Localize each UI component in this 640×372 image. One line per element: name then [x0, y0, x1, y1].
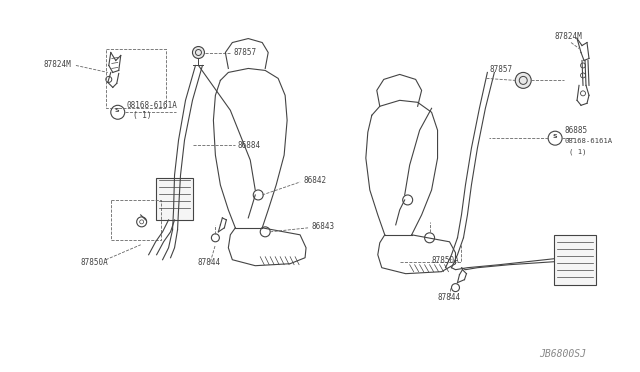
Text: 86842: 86842	[303, 176, 326, 185]
Text: S: S	[552, 134, 557, 139]
Text: JB6800SJ: JB6800SJ	[539, 349, 586, 359]
Text: 87844: 87844	[438, 292, 461, 302]
Text: 87857: 87857	[234, 48, 257, 58]
Text: 08168-6161A: 08168-6161A	[564, 138, 612, 144]
Text: S: S	[115, 108, 120, 113]
Text: 08168-6161A: 08168-6161A	[127, 101, 177, 110]
Circle shape	[193, 46, 204, 58]
Text: 87850A: 87850A	[431, 256, 460, 265]
Text: 86884: 86884	[237, 141, 260, 150]
Text: 87824M: 87824M	[554, 32, 582, 41]
Text: ( 1): ( 1)	[569, 148, 587, 155]
Text: 87857: 87857	[490, 65, 513, 74]
Text: 86885: 86885	[564, 126, 588, 135]
Text: 86843: 86843	[311, 222, 334, 231]
Bar	[554, 235, 596, 285]
Text: 87824M: 87824M	[43, 60, 71, 70]
Text: 87850A: 87850A	[81, 258, 109, 267]
Circle shape	[515, 73, 531, 89]
Text: ( 1): ( 1)	[132, 111, 151, 120]
Bar	[156, 178, 193, 220]
Text: 87844: 87844	[198, 258, 221, 267]
